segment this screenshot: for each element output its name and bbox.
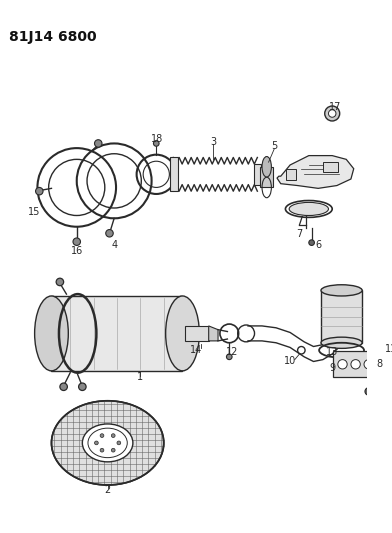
Circle shape [111, 434, 115, 438]
Ellipse shape [321, 285, 362, 296]
Ellipse shape [166, 296, 199, 371]
Text: 4: 4 [111, 239, 117, 249]
Text: 9: 9 [329, 363, 335, 373]
Polygon shape [209, 326, 218, 341]
Bar [260, 167, 273, 188]
Circle shape [56, 278, 64, 286]
Ellipse shape [321, 337, 362, 349]
Bar [185, 326, 209, 341]
Circle shape [36, 188, 43, 195]
Circle shape [60, 383, 67, 391]
Text: 6: 6 [315, 240, 321, 251]
Text: 13: 13 [326, 347, 338, 357]
Circle shape [365, 387, 372, 395]
Ellipse shape [289, 203, 328, 215]
Circle shape [364, 360, 374, 369]
Ellipse shape [51, 401, 164, 485]
Text: 17: 17 [329, 102, 341, 112]
Bar [323, 162, 338, 172]
Text: 7: 7 [296, 229, 303, 239]
Ellipse shape [82, 424, 133, 462]
Bar [51, 296, 183, 371]
Circle shape [338, 360, 347, 369]
Circle shape [94, 140, 102, 147]
Circle shape [73, 238, 80, 245]
Circle shape [351, 360, 360, 369]
Text: 18: 18 [151, 134, 163, 144]
Text: 1: 1 [137, 373, 143, 382]
Text: 10: 10 [284, 357, 296, 367]
Bar [170, 157, 178, 191]
Circle shape [111, 448, 115, 452]
Text: 81J14 6800: 81J14 6800 [9, 30, 97, 44]
Bar [286, 169, 296, 180]
Bar [254, 164, 261, 184]
Ellipse shape [262, 157, 271, 177]
Circle shape [94, 441, 98, 445]
Ellipse shape [34, 296, 68, 371]
Polygon shape [277, 156, 354, 188]
Text: 12: 12 [226, 347, 238, 357]
Text: 2: 2 [105, 484, 111, 495]
Text: 14: 14 [191, 345, 203, 356]
Circle shape [79, 383, 86, 391]
Circle shape [100, 434, 104, 438]
Bar [321, 290, 362, 343]
Bar [333, 351, 382, 377]
Text: 5: 5 [271, 141, 277, 151]
Circle shape [117, 441, 121, 445]
Text: 8: 8 [377, 359, 383, 369]
Circle shape [100, 448, 104, 452]
Text: 15: 15 [29, 207, 41, 217]
Circle shape [328, 110, 336, 117]
Circle shape [309, 240, 314, 245]
Text: 3: 3 [210, 136, 216, 147]
Circle shape [106, 230, 113, 237]
Circle shape [337, 353, 343, 359]
Circle shape [325, 106, 340, 121]
Text: 16: 16 [71, 246, 83, 256]
Ellipse shape [88, 428, 127, 458]
Text: 11: 11 [385, 344, 392, 354]
Circle shape [154, 141, 159, 146]
Circle shape [227, 354, 232, 360]
